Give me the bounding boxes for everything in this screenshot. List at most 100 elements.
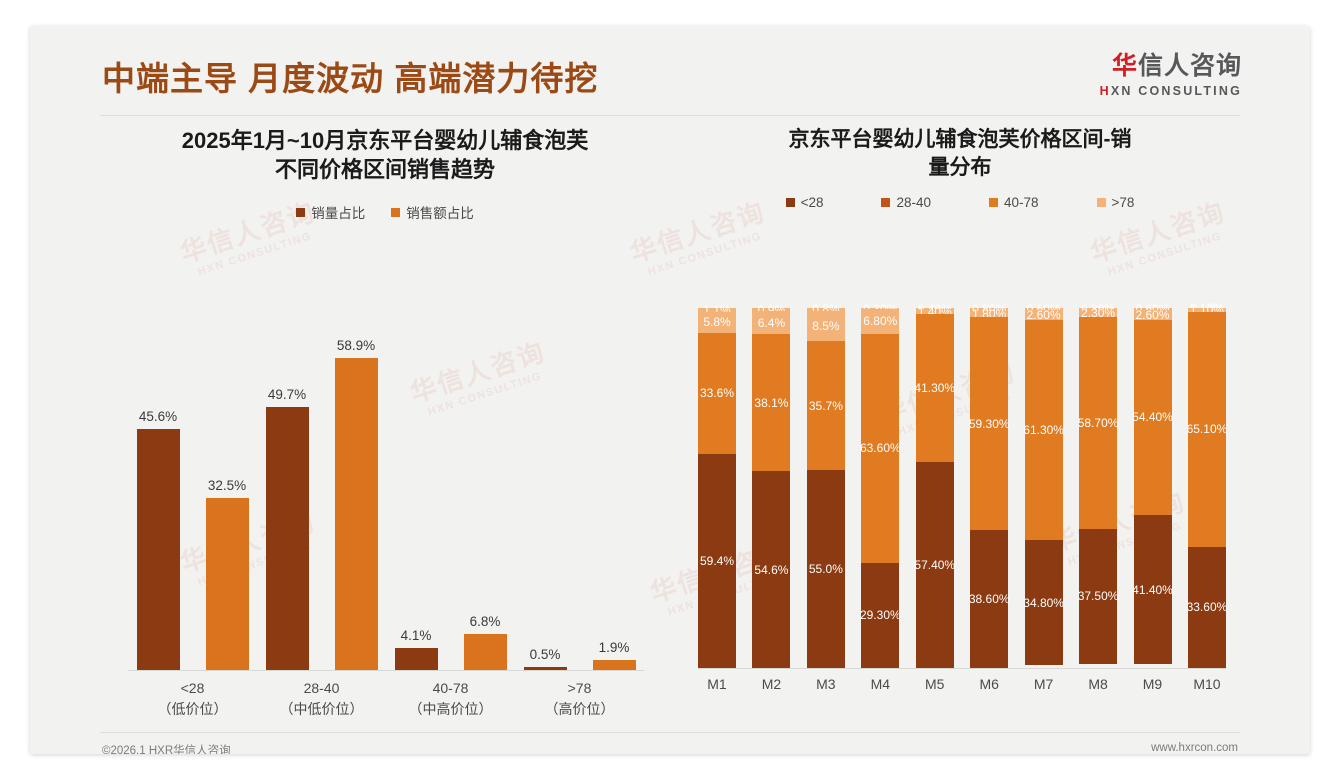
segment-value-label: 38.1% — [754, 395, 789, 410]
bar-group: 49.7% 58.9% — [257, 326, 386, 670]
category-range: 28-40 — [303, 680, 340, 696]
bar-column[interactable]: 1.9% — [592, 326, 636, 670]
left-chart-title-line2: 不同价格区间销售趋势 — [274, 157, 495, 183]
stacked-bar-segment[interactable]: 33.6% — [698, 332, 736, 454]
stacked-bar-segment[interactable]: 2.60% — [1024, 308, 1063, 322]
bar-value-label: 1.9% — [598, 639, 630, 655]
left-chart-legend-item[interactable]: 销量占比 — [296, 202, 365, 222]
segment-value-label: 37.50% — [1077, 589, 1119, 604]
stacked-bar-segment[interactable]: 34.80% — [1023, 540, 1064, 666]
stacked-bar-segment[interactable]: 38.60% — [969, 529, 1010, 668]
segment-value-label: 6.80% — [863, 314, 898, 329]
stacked-bar-segment[interactable]: 54.6% — [752, 471, 791, 668]
stacked-bar-segment[interactable]: 33.60% — [1187, 546, 1227, 668]
stacked-bar-segment[interactable]: 37.50% — [1077, 528, 1119, 664]
stacked-bar-segment[interactable]: 59.4% — [698, 453, 736, 668]
stacked-bar-column[interactable]: 0.9% 6.4% 38.1% 54.6% — [752, 303, 791, 668]
bar-value-label: 4.1% — [400, 628, 432, 644]
left-chart-title-line1: 2025年1月~10月京东平台婴幼儿辅食泡芙 — [181, 128, 589, 153]
segment-value-label: 41.40% — [1132, 582, 1173, 597]
stacked-bar-segment[interactable]: 6.4% — [752, 311, 791, 335]
legend-label: 销售额占比 — [406, 206, 474, 222]
segment-value-label: 59.4% — [699, 553, 735, 568]
right-chart-legend-item[interactable]: 28-40 — [881, 195, 931, 210]
category-tier: （高价位） — [544, 701, 615, 717]
stacked-bar-segment[interactable]: 5.8% — [698, 311, 736, 333]
stacked-bar-segment[interactable]: 6.80% — [861, 309, 900, 334]
bar[interactable] — [265, 406, 309, 670]
legend-label: 28-40 — [896, 195, 931, 211]
stacked-bar-segment[interactable]: 2.30% — [1079, 306, 1118, 321]
stacked-bar-segment[interactable]: 63.60% — [859, 333, 901, 563]
stacked-bar-column[interactable]: 0.30%2.30%58.70%37.50% — [1077, 302, 1119, 668]
bar-column[interactable]: 58.9% — [334, 326, 378, 670]
stacked-bar-column[interactable]: 0.80% 1.80% 59.30% 38.60% — [968, 302, 1010, 668]
stacked-bar-column[interactable]: 0.10%1.10%65.10%33.60% — [1187, 301, 1227, 668]
x-axis-category-label: >78 （高价位） — [515, 678, 644, 720]
bar-column[interactable]: 0.5% — [523, 326, 567, 670]
stacked-bar-chart: 1.1% 5.8% 33.6% 59.4% 0.9% 6.4% 38.1% 54.6% 0.8%… — [690, 301, 1230, 716]
segment-value-label: 2.30% — [1081, 306, 1116, 321]
slide-header: 中端主导 月度波动 高端潜力待挖 华信人咨询 HXN CONSULTING — [30, 26, 1310, 116]
stacked-bar-column[interactable]: 1.1% 5.8% 33.6% 59.4% — [698, 303, 736, 668]
x-axis-category-label: 28-40 （中低价位） — [257, 678, 386, 720]
x-axis-category-label: M4 — [870, 676, 891, 692]
stacked-bar-segment[interactable]: 8.5% — [806, 310, 845, 342]
bar[interactable] — [592, 659, 636, 670]
right-chart-legend-item[interactable]: <28 — [785, 195, 824, 211]
right-chart-legend-item[interactable]: 40-78 — [989, 195, 1039, 210]
legend-swatch-icon — [785, 198, 795, 208]
bar-column[interactable]: 4.1% — [394, 326, 438, 670]
bar[interactable] — [136, 428, 180, 670]
legend-swatch-icon — [391, 207, 401, 217]
stacked-bar-segment[interactable]: 2.60% — [1133, 307, 1172, 322]
logo-chinese: 华信人咨询 — [1100, 54, 1242, 79]
stacked-bar-segment[interactable]: 59.30% — [968, 317, 1010, 530]
segment-value-label: 63.60% — [859, 441, 901, 456]
right-chart-legend: <28 28-40 40-78 >78 — [680, 195, 1240, 210]
x-axis-category-label: M9 — [1142, 676, 1163, 692]
stacked-bar-segment[interactable]: 29.30% — [860, 562, 901, 668]
stacked-bar-segment[interactable]: 65.10% — [1187, 312, 1227, 547]
stacked-bar-column[interactable]: 0.30%6.80%63.60%29.30% — [859, 302, 901, 668]
right-chart-legend-item[interactable]: >78 — [1096, 195, 1134, 210]
segment-value-label: 2.60% — [1135, 307, 1170, 322]
x-axis-category-label: M10 — [1193, 676, 1221, 692]
x-axis-category-label: <28 （低价位） — [128, 678, 257, 720]
bar[interactable] — [205, 498, 249, 670]
stacked-bar-segment[interactable]: 38.1% — [752, 334, 791, 472]
stacked-bar-segment[interactable]: 41.30% — [914, 314, 955, 463]
stacked-bar-column[interactable]: 0.8% 8.5% 35.7% 55.0% — [806, 302, 845, 668]
grouped-bar-plot-area: 45.6% 32.5% 49.7% 58.9% 4.1% 6.8% 0.5% 1.9% — [128, 326, 644, 671]
bar[interactable] — [463, 634, 507, 670]
grouped-bar-chart: 45.6% 32.5% 49.7% 58.9% 4.1% 6.8% 0.5% 1.9% <28… — [118, 326, 652, 717]
stacked-bar-segment[interactable]: 35.7% — [806, 341, 845, 470]
bar-group: 4.1% 6.8% — [386, 326, 515, 670]
x-axis-category-label: M3 — [816, 676, 836, 692]
category-tier: （中低价位） — [279, 701, 364, 717]
category-range: <28 — [180, 680, 205, 696]
legend-swatch-icon — [296, 207, 306, 217]
stacked-bar-column[interactable]: 0.60% 2.60% 54.40% 41.40% — [1132, 302, 1173, 668]
stacked-bar-segment[interactable]: 55.0% — [806, 469, 845, 668]
grouped-bar-category-labels: <28 （低价位） 28-40 （中低价位） 40-78 （中高价位） >78 （高价位） — [128, 678, 644, 720]
legend-label: <28 — [800, 195, 824, 211]
left-chart-legend: 销量占比 销售额占比 — [100, 202, 670, 222]
segment-value-label: 59.30% — [968, 416, 1010, 431]
bar-column[interactable]: 6.8% — [463, 326, 507, 670]
stacked-bar-column[interactable]: 0.60% 2.60% 61.30% 34.80% — [1023, 302, 1064, 668]
left-chart-legend-item[interactable]: 销售额占比 — [391, 202, 474, 222]
stacked-bar-segment[interactable]: 58.70% — [1078, 317, 1118, 529]
stacked-bar-segment[interactable]: 57.40% — [914, 462, 955, 668]
bar-column[interactable]: 45.6% — [136, 326, 180, 670]
bar[interactable] — [394, 648, 438, 670]
bar-column[interactable]: 49.7% — [265, 326, 309, 670]
bar-column[interactable]: 32.5% — [205, 326, 249, 670]
bar[interactable] — [523, 667, 567, 670]
stacked-bar-segment[interactable]: 61.30% — [1023, 319, 1064, 541]
bar[interactable] — [334, 358, 378, 670]
category-range: 40-78 — [432, 680, 469, 696]
stacked-bar-segment[interactable]: 54.40% — [1132, 319, 1173, 516]
stacked-bar-segment[interactable]: 41.40% — [1132, 515, 1173, 665]
stacked-bar-column[interactable]: 0.40%1.40%41.30%57.40% — [914, 302, 955, 668]
